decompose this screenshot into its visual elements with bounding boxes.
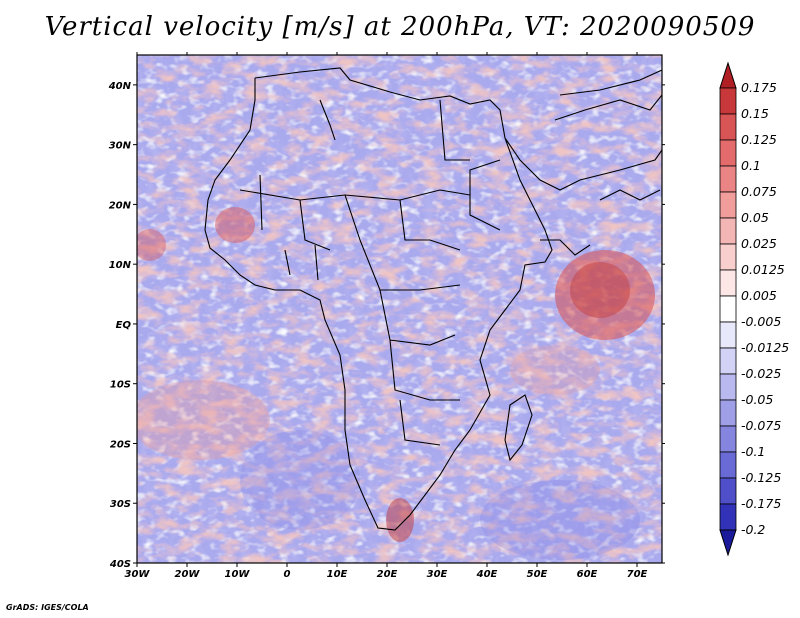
colorbar-segment — [719, 451, 737, 479]
lat-tick-label: 20N — [109, 200, 132, 211]
lat-tick-label: 10N — [109, 260, 132, 271]
colorbar-segment — [719, 243, 737, 271]
colorbar-label: -0.2 — [741, 522, 765, 537]
colorbar-segment — [719, 217, 737, 245]
lon-tick-label: 10W — [225, 569, 251, 580]
colorbar-segment — [719, 477, 737, 505]
colorbar-label: -0.005 — [741, 314, 781, 329]
lon-tick-label: 0 — [284, 569, 291, 580]
colorbar-label: 0.005 — [741, 288, 777, 303]
chart-title: Vertical velocity [m/s] at 200hPa, VT: 2… — [44, 12, 756, 42]
map-frame — [136, 54, 663, 564]
colorbar: 0.175 0.15 0.125 0.1 0.075 0.05 0.025 0.0125 0.0… — [719, 61, 789, 557]
colorbar-label: 0.05 — [741, 210, 769, 225]
colorbar-label: 0.1 — [741, 158, 761, 173]
lat-tick-label: EQ — [116, 320, 132, 331]
lat-tick-label: 40N — [108, 81, 132, 92]
colorbar-top-arrow — [719, 61, 737, 89]
colorbar-label: 0.025 — [741, 236, 777, 251]
lon-tick-label: 20E — [377, 569, 398, 580]
colorbar-segment — [719, 425, 737, 453]
colorbar-segment — [719, 191, 737, 219]
lon-tick-label: 30W — [125, 569, 151, 580]
colorbar-segment — [719, 113, 737, 141]
lon-tick-label: 50E — [527, 569, 548, 580]
colorbar-label: 0.075 — [741, 184, 777, 199]
lon-tick-label: 60E — [577, 569, 598, 580]
colorbar-segment — [719, 139, 737, 167]
colorbar-segment — [719, 295, 737, 323]
lat-tick-label: 30N — [109, 141, 132, 152]
colorbar-label: -0.075 — [741, 418, 781, 433]
colorbar-segment — [719, 87, 737, 115]
colorbar-label: -0.175 — [741, 496, 781, 511]
colorbar-label: -0.1 — [741, 444, 765, 459]
lon-ticks: 30W 20W 10W 0 10E 20E 30E 40E 50E 60E 70E — [125, 52, 648, 580]
coastlines — [204, 67, 662, 531]
colorbar-segment — [719, 165, 737, 193]
lat-ticks: 40N 30N 20N 10N EQ 10S 20S 30S 40S — [108, 81, 665, 570]
lon-tick-label: 40E — [476, 569, 498, 580]
colorbar-label: -0.025 — [741, 366, 781, 381]
colorbar-label: 0.175 — [741, 80, 777, 95]
lat-tick-label: 30S — [110, 499, 131, 510]
lat-tick-label: 20S — [110, 439, 131, 450]
colorbar-label: 0.15 — [741, 106, 769, 121]
colorbar-segment — [719, 503, 737, 531]
lat-tick-label: 40S — [109, 559, 131, 570]
lon-tick-label: 70E — [627, 569, 648, 580]
lon-tick-label: 20W — [175, 569, 201, 580]
colorbar-label: 0.125 — [741, 132, 777, 147]
colorbar-segment — [719, 373, 737, 401]
colorbar-label: -0.125 — [741, 470, 781, 485]
colorbar-segment — [719, 347, 737, 375]
lat-tick-label: 10S — [110, 380, 131, 391]
colorbar-label: 0.0125 — [741, 262, 785, 277]
grads-credit: GrADS: IGES/COLA — [6, 603, 89, 612]
colorbar-segment — [719, 399, 737, 427]
colorbar-label: -0.05 — [741, 392, 773, 407]
lon-tick-label: 10E — [327, 569, 348, 580]
colorbar-bottom-arrow — [719, 529, 737, 557]
velocity-field — [137, 55, 662, 563]
colorbar-label: -0.0125 — [741, 340, 789, 355]
lon-tick-label: 30E — [427, 569, 448, 580]
colorbar-segment — [719, 269, 737, 297]
colorbar-segment — [719, 321, 737, 349]
